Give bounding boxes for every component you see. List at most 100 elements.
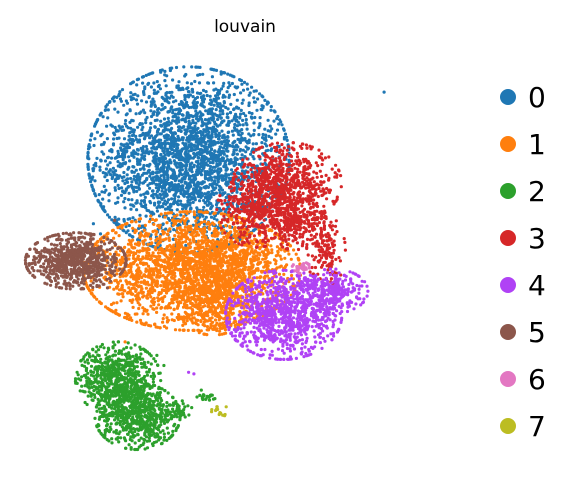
point-cluster-1 xyxy=(205,325,210,329)
point-cluster-0 xyxy=(169,204,173,208)
point-cluster-0 xyxy=(135,102,140,106)
point-cluster-0 xyxy=(123,181,127,186)
point-cluster-0 xyxy=(199,117,204,121)
point-cluster-1 xyxy=(124,279,128,283)
point-cluster-0 xyxy=(210,135,214,139)
point-cluster-0 xyxy=(118,90,122,94)
point-cluster-0 xyxy=(195,100,199,105)
point-cluster-0 xyxy=(139,193,143,197)
point-cluster-1 xyxy=(134,258,138,263)
point-cluster-0 xyxy=(116,129,120,133)
point-cluster-0 xyxy=(190,161,194,165)
point-cluster-0 xyxy=(153,147,157,151)
point-cluster-0 xyxy=(185,128,189,132)
point-cluster-0 xyxy=(207,130,211,134)
point-cluster-1 xyxy=(269,244,273,248)
point-cluster-0 xyxy=(175,165,179,169)
point-cluster-0 xyxy=(152,111,156,115)
point-cluster-0 xyxy=(121,162,125,166)
point-cluster-0 xyxy=(200,144,204,148)
chart-title: louvain xyxy=(214,17,276,37)
point-cluster-0 xyxy=(87,143,91,147)
point-cluster-1 xyxy=(212,252,216,257)
point-cluster-0 xyxy=(145,115,149,120)
point-cluster-1 xyxy=(290,273,294,278)
point-cluster-1 xyxy=(112,301,116,305)
point-cluster-0 xyxy=(207,190,211,194)
point-cluster-0 xyxy=(107,199,111,203)
point-cluster-0 xyxy=(176,203,180,207)
point-cluster-0 xyxy=(218,105,222,109)
point-cluster-0 xyxy=(120,148,124,152)
point-cluster-0 xyxy=(263,98,267,102)
point-cluster-0 xyxy=(106,155,110,159)
point-cluster-1 xyxy=(143,223,147,227)
point-cluster-1 xyxy=(199,239,204,243)
point-cluster-0 xyxy=(162,175,166,179)
point-cluster-0 xyxy=(247,111,251,115)
point-cluster-0 xyxy=(132,170,136,174)
point-cluster-1 xyxy=(146,312,150,316)
point-cluster-0 xyxy=(247,138,251,142)
point-cluster-1 xyxy=(181,210,185,214)
point-cluster-0 xyxy=(208,183,212,187)
point-cluster-0 xyxy=(172,200,176,204)
point-cluster-0 xyxy=(200,120,204,124)
point-cluster-0 xyxy=(162,202,166,206)
point-cluster-0 xyxy=(167,153,171,157)
point-cluster-1 xyxy=(203,226,207,230)
point-cluster-0 xyxy=(154,186,158,190)
point-cluster-0 xyxy=(203,170,207,174)
point-cluster-0 xyxy=(214,135,218,139)
point-cluster-0 xyxy=(128,217,132,221)
point-cluster-0 xyxy=(160,189,164,193)
point-cluster-0 xyxy=(118,165,122,169)
point-cluster-1 xyxy=(142,228,146,232)
point-cluster-1 xyxy=(135,320,139,324)
point-cluster-0 xyxy=(164,171,168,175)
point-cluster-1 xyxy=(216,267,220,271)
point-cluster-0 xyxy=(103,108,107,112)
point-cluster-0 xyxy=(127,191,131,195)
point-cluster-0 xyxy=(188,175,192,179)
point-cluster-0 xyxy=(251,142,255,146)
point-cluster-0 xyxy=(131,80,135,84)
point-cluster-0 xyxy=(179,191,183,195)
point-cluster-0 xyxy=(168,66,172,70)
point-cluster-0 xyxy=(210,107,214,111)
point-cluster-0 xyxy=(134,112,138,116)
point-cluster-0 xyxy=(129,126,133,130)
point-cluster-0 xyxy=(223,71,227,75)
point-cluster-0 xyxy=(126,184,131,189)
point-cluster-0 xyxy=(192,100,196,104)
point-cluster-0 xyxy=(161,222,165,226)
point-cluster-1 xyxy=(170,254,174,258)
point-cluster-0 xyxy=(166,150,170,154)
point-cluster-0 xyxy=(175,137,179,141)
point-cluster-0 xyxy=(283,132,288,136)
point-cluster-0 xyxy=(198,129,203,134)
point-cluster-1 xyxy=(152,280,156,284)
point-cluster-0 xyxy=(152,88,156,92)
point-cluster-1 xyxy=(196,240,200,244)
point-cluster-0 xyxy=(180,147,184,151)
point-cluster-0 xyxy=(113,179,117,183)
point-cluster-1 xyxy=(296,257,301,261)
point-cluster-0 xyxy=(129,176,133,181)
point-cluster-0 xyxy=(173,112,177,116)
point-cluster-0 xyxy=(161,180,165,184)
point-cluster-1 xyxy=(125,317,129,321)
point-cluster-0 xyxy=(243,137,247,141)
point-cluster-1 xyxy=(161,232,165,236)
point-cluster-0 xyxy=(202,205,206,209)
point-cluster-0 xyxy=(86,165,90,169)
point-cluster-0 xyxy=(98,232,103,236)
point-cluster-0 xyxy=(226,130,230,135)
point-cluster-0 xyxy=(163,73,167,77)
point-cluster-1 xyxy=(136,269,140,273)
point-cluster-0 xyxy=(150,210,154,214)
point-cluster-1 xyxy=(176,302,181,306)
point-cluster-0 xyxy=(127,165,131,169)
point-cluster-1 xyxy=(163,211,167,215)
point-cluster-0 xyxy=(234,115,239,119)
